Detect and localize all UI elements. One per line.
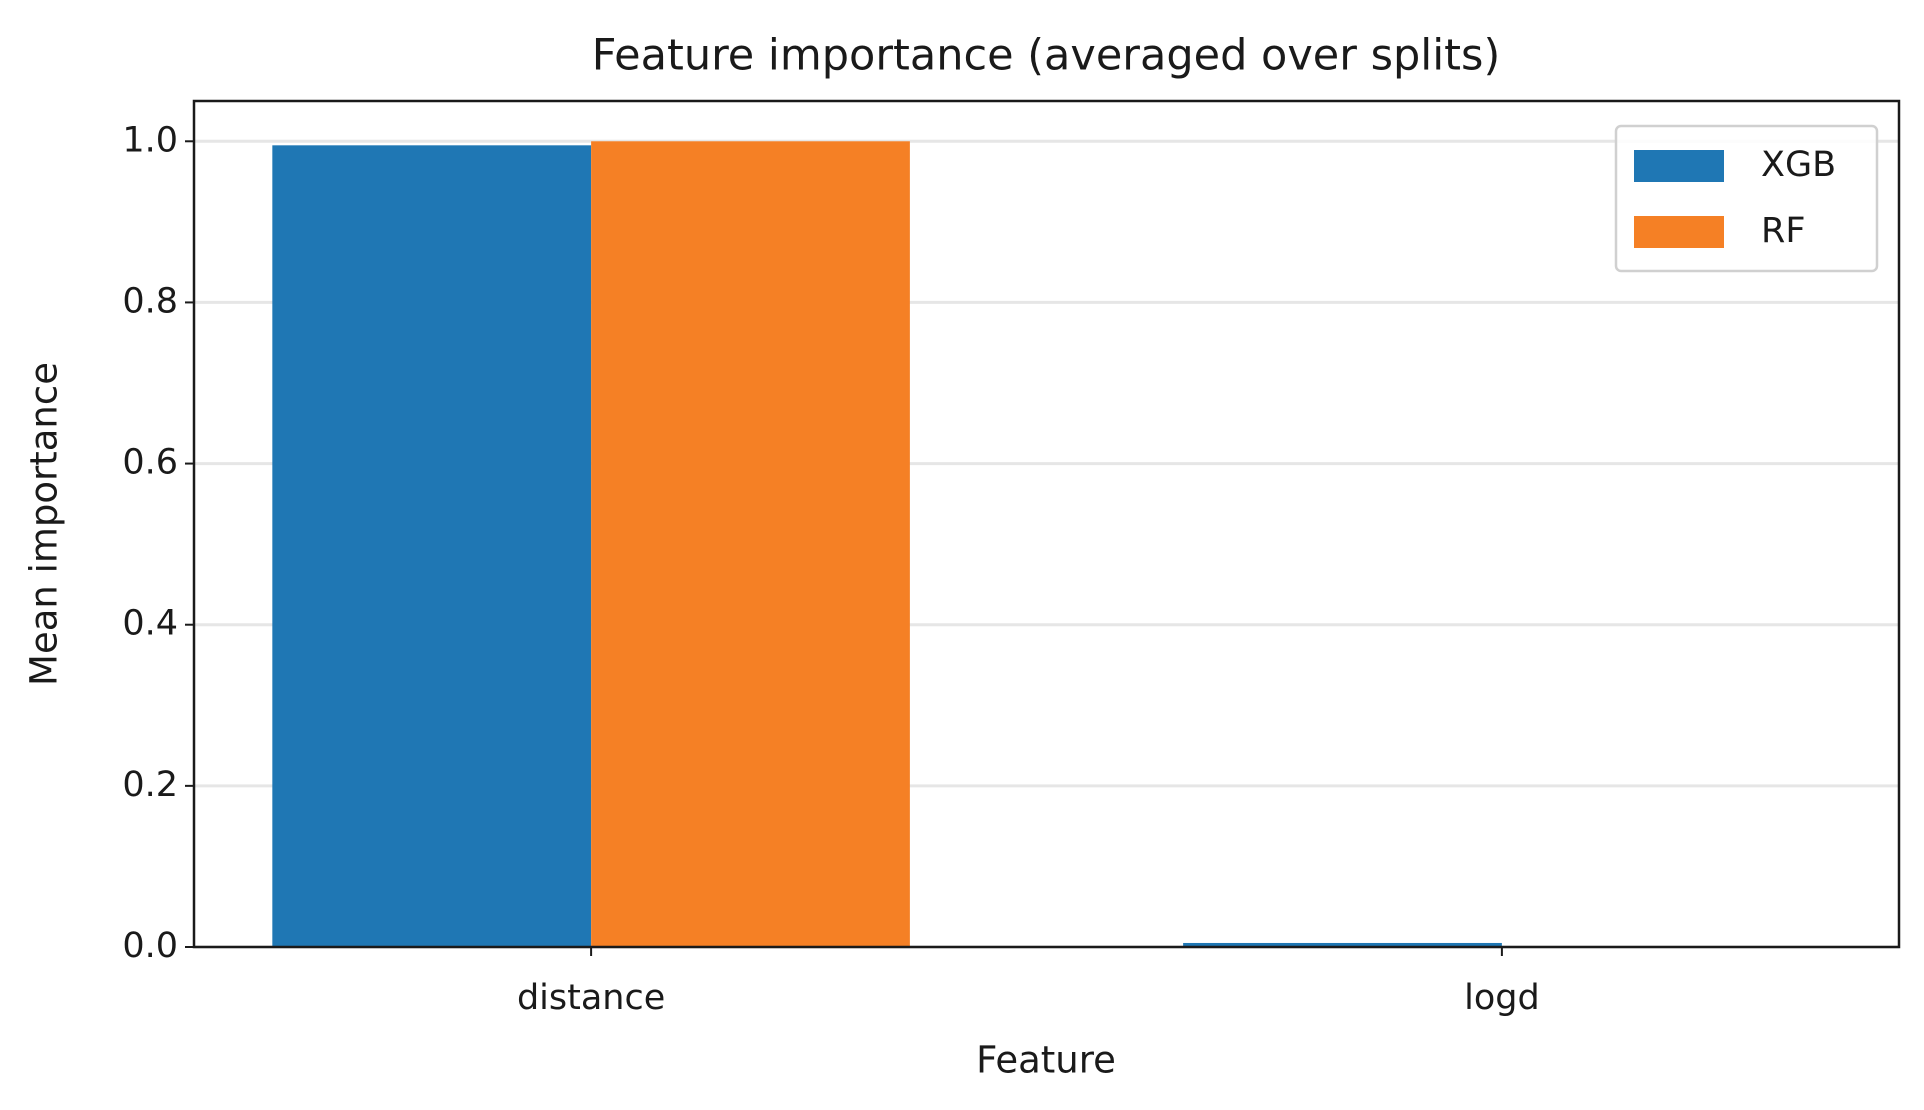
legend-label: RF (1761, 211, 1805, 251)
y-tick-label: 0.8 (122, 281, 178, 321)
bar (1183, 942, 1502, 947)
legend-swatch (1634, 150, 1724, 182)
x-tick-label: distance (517, 978, 665, 1018)
chart-title: Feature importance (averaged over splits… (592, 31, 1500, 81)
y-tick-label: 0.2 (122, 765, 178, 805)
y-tick-label: 0.0 (122, 926, 178, 966)
plot-frame (192, 99, 1901, 949)
legend-box (1614, 124, 1879, 273)
bar (591, 141, 910, 948)
bar (272, 145, 592, 948)
y-tick-label: 1.0 (122, 120, 178, 160)
y-tick-label: 0.4 (122, 604, 178, 644)
legend-label: XGB (1761, 145, 1836, 185)
x-axis-label: Feature (976, 1039, 1116, 1082)
y-tick-label: 0.6 (122, 443, 178, 483)
x-tick-label: logd (1464, 978, 1540, 1018)
legend-swatch (1634, 216, 1724, 248)
y-axis-label: Mean importance (23, 362, 66, 686)
